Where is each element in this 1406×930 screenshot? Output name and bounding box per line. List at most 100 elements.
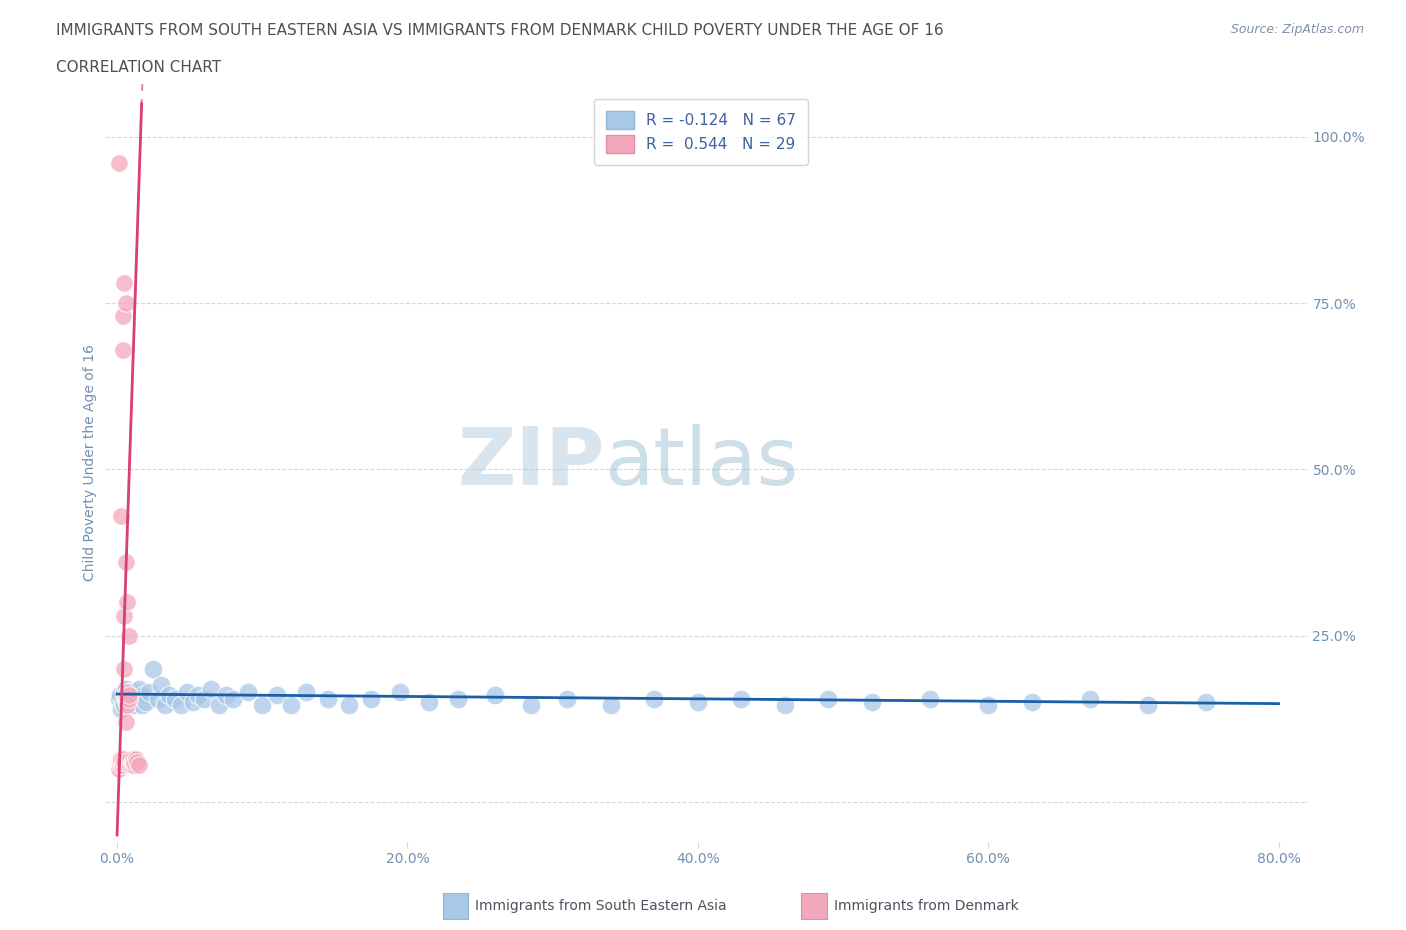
Point: [111, 342, 134, 357]
Point: [135, 695, 157, 710]
Point: [118, 688, 141, 703]
Point: [360, 691, 382, 706]
Point: [118, 691, 141, 706]
Point: [520, 698, 543, 712]
Point: [120, 758, 142, 773]
Point: [121, 688, 143, 703]
Point: [108, 758, 131, 773]
Point: [127, 754, 149, 769]
Point: [107, 761, 129, 776]
Point: [125, 684, 148, 699]
Point: [146, 691, 169, 706]
Point: [1078, 691, 1101, 706]
Point: [124, 758, 146, 773]
Point: [114, 691, 136, 706]
Text: Immigrants from South Eastern Asia: Immigrants from South Eastern Asia: [475, 898, 727, 913]
Point: [187, 688, 209, 703]
Point: [686, 695, 709, 710]
Legend: R = -0.124   N = 67, R =  0.544   N = 29: R = -0.124 N = 67, R = 0.544 N = 29: [593, 99, 808, 165]
Point: [107, 691, 129, 706]
Point: [1195, 695, 1218, 710]
Point: [115, 684, 138, 699]
Point: [110, 509, 132, 524]
Point: [817, 691, 839, 706]
Y-axis label: Child Poverty Under the Age of 16: Child Poverty Under the Age of 16: [83, 344, 97, 581]
Point: [1136, 698, 1159, 712]
Point: [127, 695, 149, 710]
Point: [176, 684, 198, 699]
Point: [193, 691, 215, 706]
Text: ZIP: ZIP: [457, 424, 605, 501]
Point: [149, 678, 172, 693]
Point: [236, 684, 259, 699]
Point: [115, 695, 138, 710]
Point: [157, 688, 180, 703]
Point: [131, 698, 153, 712]
Point: [115, 595, 138, 610]
Point: [118, 698, 141, 712]
Point: [484, 688, 506, 703]
Point: [200, 682, 222, 697]
Point: [114, 688, 136, 703]
Point: [114, 682, 136, 697]
Point: [110, 701, 132, 716]
Point: [222, 691, 245, 706]
Point: [295, 684, 318, 699]
Point: [111, 695, 134, 710]
Point: [773, 698, 796, 712]
Point: [920, 691, 942, 706]
Point: [730, 691, 752, 706]
Point: [128, 758, 150, 773]
Point: [447, 691, 470, 706]
Point: [110, 751, 132, 766]
Point: [112, 608, 135, 623]
Point: [121, 695, 143, 710]
Point: [107, 156, 129, 171]
Point: [122, 691, 145, 706]
Point: [111, 751, 134, 766]
Point: [114, 555, 136, 570]
Point: [181, 695, 204, 710]
Point: [280, 698, 302, 712]
Text: atlas: atlas: [605, 424, 799, 501]
Point: [599, 698, 621, 712]
Point: [266, 688, 288, 703]
Point: [170, 698, 193, 712]
Point: [112, 275, 135, 290]
Point: [112, 684, 135, 699]
Point: [124, 698, 146, 712]
Point: [108, 754, 131, 769]
Point: [153, 698, 176, 712]
Point: [215, 688, 238, 703]
Point: [112, 698, 135, 712]
Point: [114, 714, 136, 729]
Point: [418, 695, 440, 710]
Point: [252, 698, 274, 712]
Point: [124, 754, 146, 769]
Point: [114, 691, 136, 706]
Point: [118, 691, 141, 706]
Point: [122, 751, 145, 766]
Point: [1021, 695, 1043, 710]
Point: [115, 695, 138, 710]
Point: [132, 688, 155, 703]
Point: [142, 661, 165, 676]
Point: [208, 698, 231, 712]
Point: [389, 684, 412, 699]
Point: [111, 309, 134, 324]
Point: [643, 691, 665, 706]
Point: [114, 296, 136, 311]
Point: [138, 684, 160, 699]
Point: [128, 682, 150, 697]
Point: [860, 695, 883, 710]
Point: [121, 754, 143, 769]
Point: [118, 628, 141, 643]
Text: Source: ZipAtlas.com: Source: ZipAtlas.com: [1230, 23, 1364, 36]
Point: [337, 698, 360, 712]
Point: [121, 758, 143, 773]
Point: [165, 691, 187, 706]
Text: Immigrants from Denmark: Immigrants from Denmark: [834, 898, 1018, 913]
Point: [111, 758, 134, 773]
Point: [555, 691, 578, 706]
Text: CORRELATION CHART: CORRELATION CHART: [56, 60, 221, 75]
